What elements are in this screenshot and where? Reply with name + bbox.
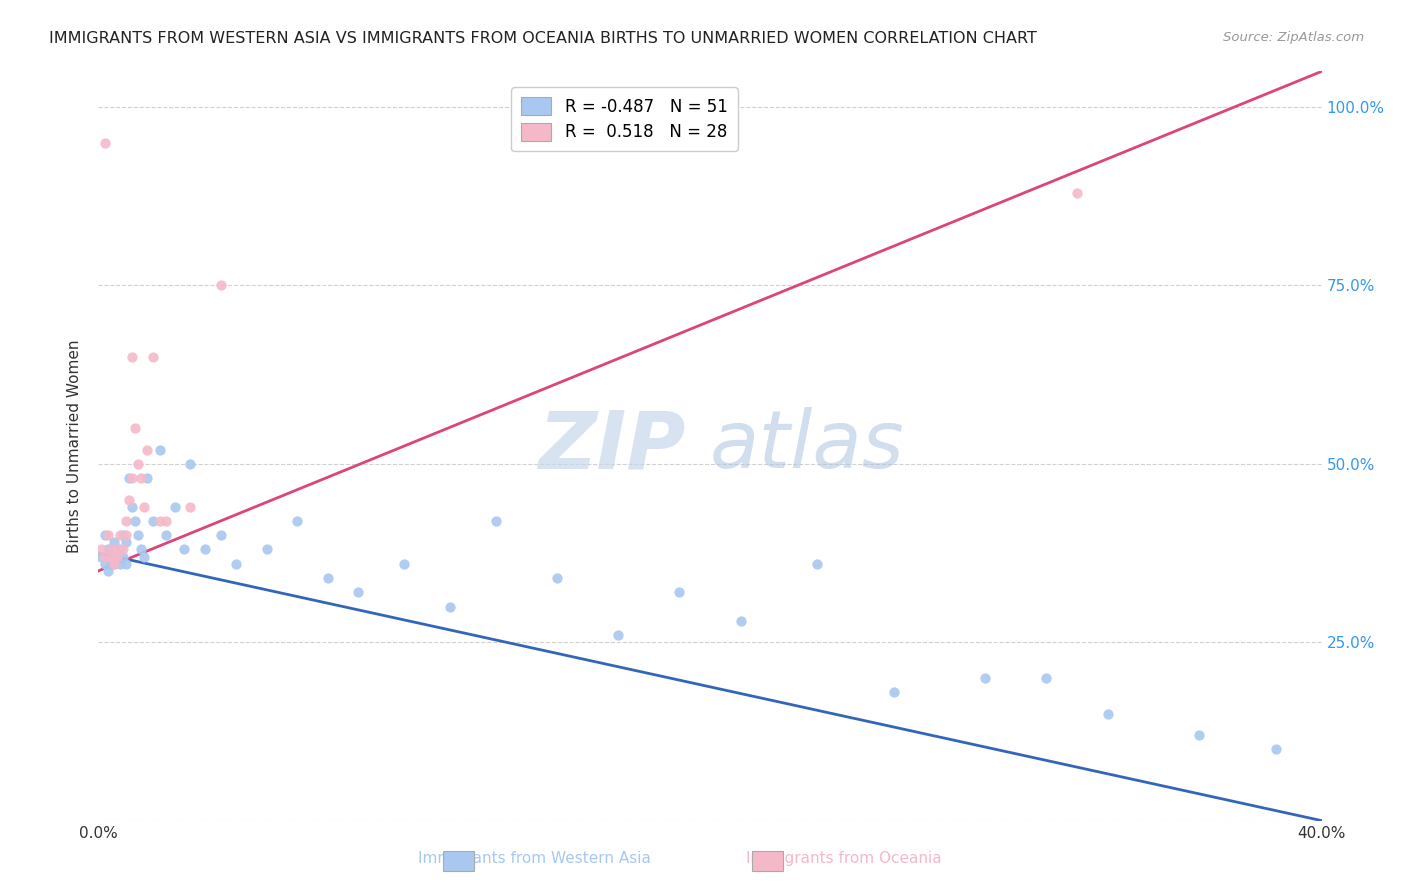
Text: IMMIGRANTS FROM WESTERN ASIA VS IMMIGRANTS FROM OCEANIA BIRTHS TO UNMARRIED WOME: IMMIGRANTS FROM WESTERN ASIA VS IMMIGRAN… bbox=[49, 31, 1038, 46]
Point bbox=[136, 442, 159, 457]
Point bbox=[439, 599, 461, 614]
Point bbox=[121, 471, 143, 485]
Point bbox=[179, 500, 201, 514]
Point bbox=[392, 557, 416, 571]
Point bbox=[1066, 186, 1088, 200]
Point bbox=[1264, 742, 1286, 756]
Point bbox=[118, 471, 141, 485]
Point bbox=[607, 628, 630, 642]
Point bbox=[111, 549, 134, 564]
Point bbox=[316, 571, 339, 585]
Point bbox=[136, 471, 159, 485]
Point bbox=[90, 542, 112, 557]
Point bbox=[485, 514, 508, 528]
Point bbox=[93, 549, 115, 564]
Point bbox=[134, 500, 156, 514]
Point bbox=[1097, 706, 1119, 721]
Point bbox=[129, 471, 152, 485]
Point bbox=[155, 514, 177, 528]
Point bbox=[668, 585, 690, 599]
Point bbox=[127, 528, 149, 542]
Y-axis label: Births to Unmarried Women: Births to Unmarried Women bbox=[67, 339, 83, 553]
Point bbox=[173, 542, 195, 557]
Point bbox=[256, 542, 278, 557]
Point bbox=[285, 514, 308, 528]
Point bbox=[129, 542, 152, 557]
Point bbox=[124, 514, 146, 528]
Point bbox=[97, 528, 120, 542]
Point bbox=[111, 528, 134, 542]
Point bbox=[115, 557, 138, 571]
Point bbox=[142, 350, 165, 364]
Point bbox=[103, 557, 125, 571]
Point bbox=[121, 500, 143, 514]
Point bbox=[149, 514, 172, 528]
Point bbox=[163, 500, 186, 514]
Point bbox=[105, 542, 128, 557]
Text: Source: ZipAtlas.com: Source: ZipAtlas.com bbox=[1223, 31, 1364, 45]
Point bbox=[93, 528, 115, 542]
Point bbox=[108, 542, 131, 557]
Point bbox=[730, 614, 752, 628]
Point bbox=[105, 542, 128, 557]
Point bbox=[134, 549, 156, 564]
Point bbox=[1035, 671, 1057, 685]
Point bbox=[108, 557, 131, 571]
Point bbox=[93, 557, 115, 571]
Point bbox=[1188, 728, 1211, 742]
Point bbox=[209, 278, 232, 293]
Legend: R = -0.487   N = 51, R =  0.518   N = 28: R = -0.487 N = 51, R = 0.518 N = 28 bbox=[512, 87, 738, 151]
Point bbox=[118, 492, 141, 507]
Point bbox=[194, 542, 217, 557]
Point bbox=[108, 528, 131, 542]
Point bbox=[127, 457, 149, 471]
Point bbox=[93, 136, 115, 150]
Point bbox=[142, 514, 165, 528]
Point bbox=[883, 685, 905, 699]
Point bbox=[115, 535, 138, 549]
Point bbox=[149, 442, 172, 457]
Point bbox=[103, 557, 125, 571]
Point bbox=[100, 549, 122, 564]
Text: Immigrants from Oceania: Immigrants from Oceania bbox=[745, 851, 942, 865]
Point bbox=[105, 549, 128, 564]
Text: ZIP: ZIP bbox=[538, 407, 686, 485]
Point bbox=[90, 549, 112, 564]
Point bbox=[347, 585, 370, 599]
Point bbox=[115, 528, 138, 542]
Point bbox=[179, 457, 201, 471]
Point bbox=[209, 528, 232, 542]
Point bbox=[100, 542, 122, 557]
Point bbox=[111, 542, 134, 557]
Text: Immigrants from Western Asia: Immigrants from Western Asia bbox=[418, 851, 651, 865]
Point bbox=[103, 535, 125, 549]
Point bbox=[105, 549, 128, 564]
Point bbox=[155, 528, 177, 542]
Point bbox=[121, 350, 143, 364]
Point bbox=[974, 671, 997, 685]
Point bbox=[546, 571, 568, 585]
Point bbox=[115, 514, 138, 528]
Point bbox=[806, 557, 828, 571]
Point bbox=[97, 564, 120, 578]
Point bbox=[225, 557, 247, 571]
Point bbox=[100, 557, 122, 571]
Point bbox=[124, 421, 146, 435]
Point bbox=[97, 542, 120, 557]
Text: atlas: atlas bbox=[710, 407, 905, 485]
Point bbox=[100, 542, 122, 557]
Point bbox=[103, 549, 125, 564]
